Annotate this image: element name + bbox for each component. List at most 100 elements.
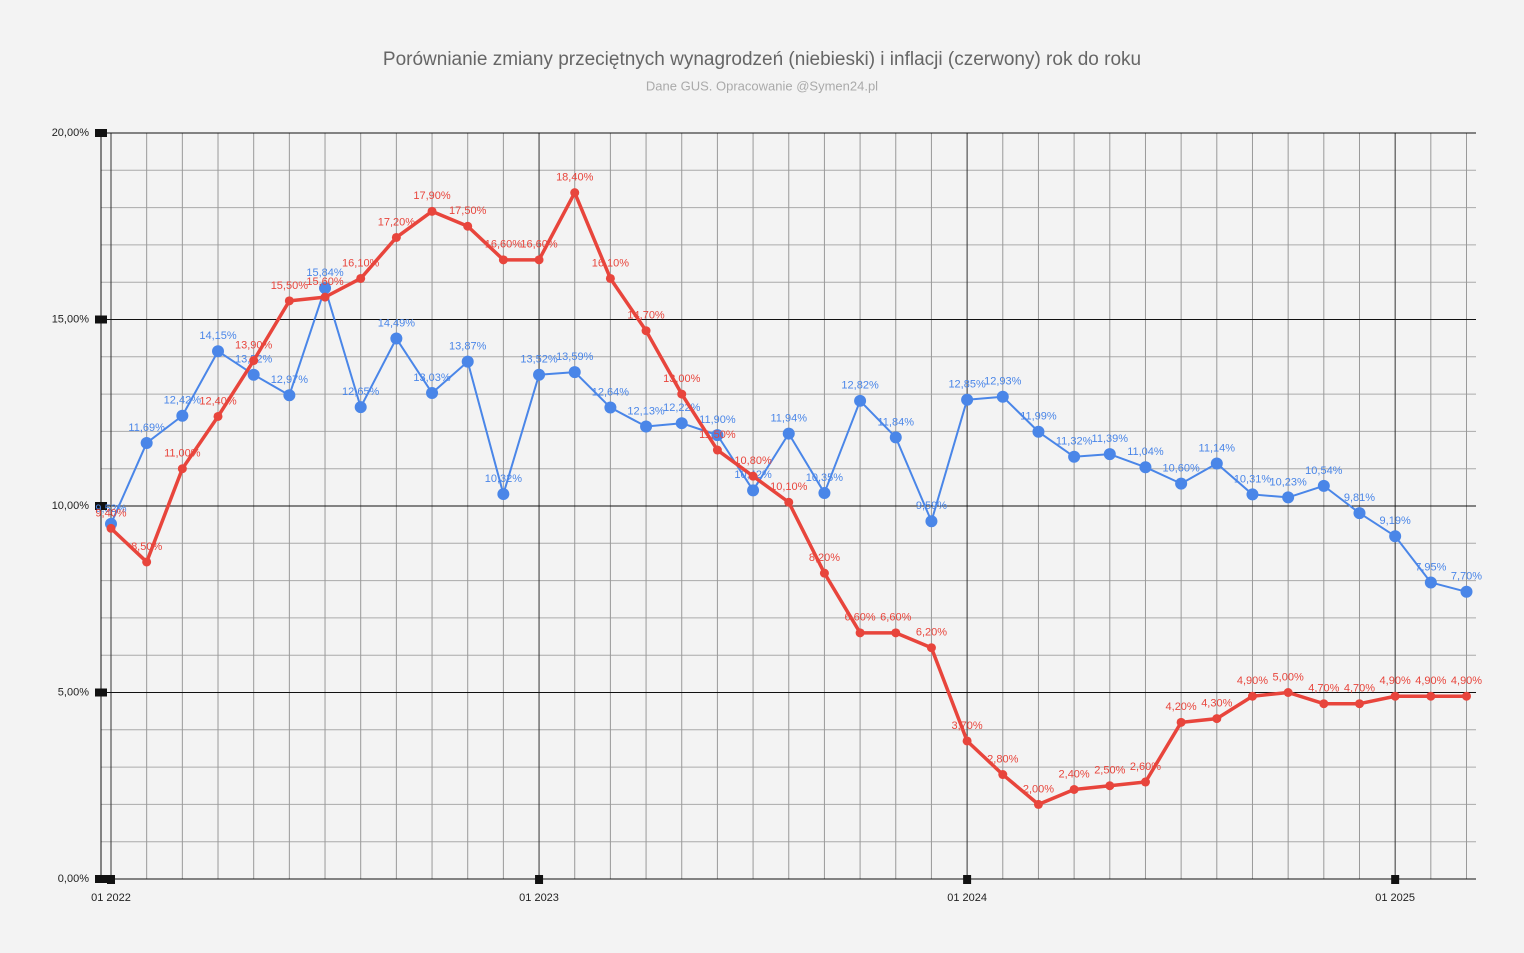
x-tick-label: 01 2024 <box>947 892 987 904</box>
data-label: 2,50% <box>1094 765 1125 777</box>
data-label: 10,31% <box>1234 473 1272 485</box>
data-point <box>961 393 974 406</box>
data-point <box>249 356 259 366</box>
data-point <box>426 386 439 399</box>
data-point <box>1139 461 1152 474</box>
data-point <box>1175 477 1188 490</box>
data-point <box>1462 691 1471 701</box>
data-label: 3,70% <box>952 720 983 732</box>
data-label: 7,95% <box>1415 561 1446 573</box>
data-label: 16,10% <box>342 257 380 269</box>
data-label: 13,59% <box>556 351 594 363</box>
data-point <box>1426 691 1436 701</box>
data-point <box>1176 717 1186 727</box>
data-label: 9,52% <box>95 503 126 515</box>
data-label: 15,60% <box>306 276 344 288</box>
data-point <box>712 445 722 455</box>
data-point <box>140 436 153 449</box>
data-label: 14,49% <box>378 317 416 329</box>
data-label: 6,60% <box>880 612 911 624</box>
data-point <box>1103 448 1116 461</box>
data-point <box>247 368 260 381</box>
data-label: 9,40% <box>95 507 126 519</box>
y-tick-label: 15,00% <box>52 313 90 325</box>
data-point <box>1390 691 1400 701</box>
data-point <box>1069 784 1079 794</box>
data-label: 11,69% <box>128 422 165 434</box>
x-tick-mark <box>963 875 972 884</box>
data-label: 12,64% <box>592 386 630 398</box>
data-label: 10,60% <box>1162 463 1200 475</box>
data-label: 4,90% <box>1237 675 1268 687</box>
data-point <box>855 628 865 638</box>
data-point <box>1282 491 1295 504</box>
data-point <box>1317 479 1330 492</box>
data-point <box>819 568 829 578</box>
data-label: 4,20% <box>1166 701 1197 713</box>
data-label: 11,84% <box>878 416 915 428</box>
data-label: 11,94% <box>771 413 808 425</box>
data-label: 4,90% <box>1415 675 1446 687</box>
data-point <box>213 411 223 421</box>
y-tick-label: 0,00% <box>58 873 89 885</box>
data-point <box>568 366 581 379</box>
data-point <box>747 484 760 497</box>
data-label: 10,54% <box>1305 465 1343 477</box>
x-tick-label: 01 2022 <box>91 892 131 904</box>
data-label: 17,90% <box>413 190 451 202</box>
data-label: 12,97% <box>271 374 309 386</box>
data-point <box>854 394 867 407</box>
data-label: 2,80% <box>987 753 1018 765</box>
data-label: 2,40% <box>1059 768 1090 780</box>
data-label: 13,90% <box>235 339 273 351</box>
x-tick-mark <box>535 875 544 884</box>
y-tick-label: 20,00% <box>52 127 90 139</box>
data-label: 4,30% <box>1201 698 1232 710</box>
data-point <box>283 389 296 402</box>
data-point <box>1212 714 1222 724</box>
data-point <box>533 368 546 381</box>
data-label: 11,90% <box>699 414 736 426</box>
data-label: 11,14% <box>1199 442 1236 454</box>
data-label: 10,80% <box>734 455 772 467</box>
data-point <box>284 296 294 306</box>
data-label: 11,39% <box>1092 433 1129 445</box>
data-label: 5,00% <box>1273 671 1304 683</box>
chart-subtitle: Dane GUS. Opracowanie @Symen24.pl <box>646 78 878 93</box>
data-label: 12,42% <box>164 395 202 407</box>
data-label: 18,40% <box>556 172 594 184</box>
data-label: 4,70% <box>1344 683 1375 695</box>
data-point <box>605 273 615 283</box>
data-label: 15,50% <box>271 280 309 292</box>
data-label: 12,40% <box>199 395 237 407</box>
data-label: 6,20% <box>916 627 947 639</box>
data-point <box>996 390 1009 403</box>
data-point <box>319 282 332 295</box>
data-point <box>641 326 651 336</box>
data-label: 12,85% <box>948 379 986 391</box>
data-label: 17,50% <box>449 205 487 217</box>
data-point <box>177 464 187 474</box>
data-point <box>1068 450 1081 463</box>
data-point <box>675 417 688 430</box>
data-point <box>818 486 831 499</box>
data-label: 4,90% <box>1380 675 1411 687</box>
data-point <box>889 431 902 444</box>
data-point <box>925 515 938 528</box>
data-point <box>1353 507 1366 520</box>
y-tick-label: 5,00% <box>58 686 89 698</box>
x-tick-mark <box>107 875 115 884</box>
data-label: 7,70% <box>1451 571 1482 583</box>
data-point <box>534 255 544 265</box>
data-point <box>498 255 508 265</box>
data-label: 12,13% <box>627 405 665 417</box>
data-point <box>1105 781 1115 791</box>
data-point <box>354 401 367 414</box>
y-tick-label: 10,00% <box>52 500 90 512</box>
data-point <box>640 420 653 433</box>
data-point <box>461 355 474 368</box>
data-point <box>1460 585 1473 598</box>
data-label: 4,70% <box>1308 683 1339 695</box>
data-label: 17,20% <box>378 216 416 228</box>
